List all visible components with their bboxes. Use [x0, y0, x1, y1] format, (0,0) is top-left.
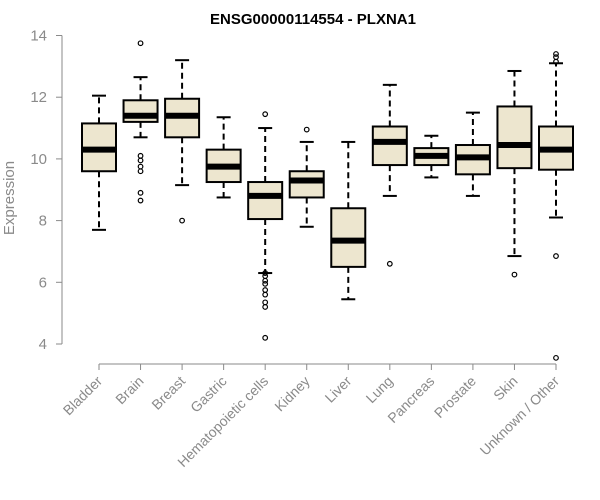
- outlier-point: [137, 197, 144, 204]
- outlier-point: [179, 217, 185, 224]
- outlier-point: [303, 126, 310, 133]
- outlier-point: [262, 334, 269, 341]
- box-group: [538, 51, 574, 361]
- outlier-point: [262, 111, 269, 118]
- outlier-point: [262, 273, 269, 280]
- iqr-box: [247, 181, 284, 221]
- outlier-point: [137, 40, 144, 47]
- box-group: [330, 140, 367, 301]
- x-tick-label: Brain: [112, 373, 146, 407]
- outlier-point: [553, 51, 559, 57]
- outlier-point: [511, 271, 518, 278]
- outlier-point: [137, 152, 144, 159]
- x-tick-label: Prostate: [431, 373, 479, 421]
- box-group: [496, 69, 533, 278]
- y-tick-label: 6: [39, 274, 47, 291]
- x-tick-label: Unknown / Other: [477, 373, 563, 459]
- x-tick-label: Skin: [490, 373, 521, 404]
- y-axis-label: Expression: [1, 161, 18, 235]
- box-group: [81, 94, 117, 231]
- box-group: [205, 116, 242, 199]
- outlier-point: [553, 354, 559, 361]
- x-tick-label: Liver: [322, 373, 355, 406]
- outlier-point: [262, 291, 269, 298]
- iqr-box: [330, 207, 367, 268]
- iqr-box: [288, 170, 325, 199]
- outlier-point: [553, 58, 559, 65]
- x-tick-label: Kidney: [271, 373, 313, 415]
- outlier-point: [137, 189, 144, 196]
- outlier-point: [137, 157, 144, 164]
- y-axis: 4 6 8 10 12 14: [30, 28, 63, 353]
- x-tick-label: Breast: [148, 373, 188, 413]
- outlier-point: [262, 287, 269, 293]
- box-group: [288, 126, 325, 228]
- outlier-point: [262, 277, 269, 284]
- box-group: [413, 134, 450, 179]
- box-group: [454, 111, 491, 197]
- y-tick-label: 10: [30, 151, 47, 168]
- outlier-point: [553, 253, 559, 259]
- iqr-box: [371, 125, 408, 167]
- outlier-point: [137, 163, 144, 170]
- box-group: [371, 83, 408, 267]
- y-tick-label: 8: [39, 213, 47, 230]
- box-group: [122, 40, 159, 204]
- outlier-point: [386, 260, 393, 267]
- x-tick-label: Bladder: [60, 373, 106, 419]
- outlier-point: [262, 280, 269, 287]
- y-tick-label: 12: [30, 89, 47, 106]
- y-tick-label: 14: [30, 28, 47, 45]
- iqr-box: [496, 105, 533, 170]
- chart-title: ENSG00000114554 - PLXNA1: [210, 11, 416, 28]
- box-group: [164, 59, 201, 224]
- outlier-point: [553, 54, 559, 60]
- outlier-point: [137, 168, 144, 175]
- outlier-point: [262, 304, 269, 310]
- y-tick-label: 4: [39, 336, 47, 353]
- boxes: [81, 40, 574, 361]
- outlier-point: [262, 299, 269, 306]
- box-group: [247, 111, 284, 341]
- outlier-point: [262, 270, 269, 276]
- x-tick-label: Lung: [363, 373, 396, 406]
